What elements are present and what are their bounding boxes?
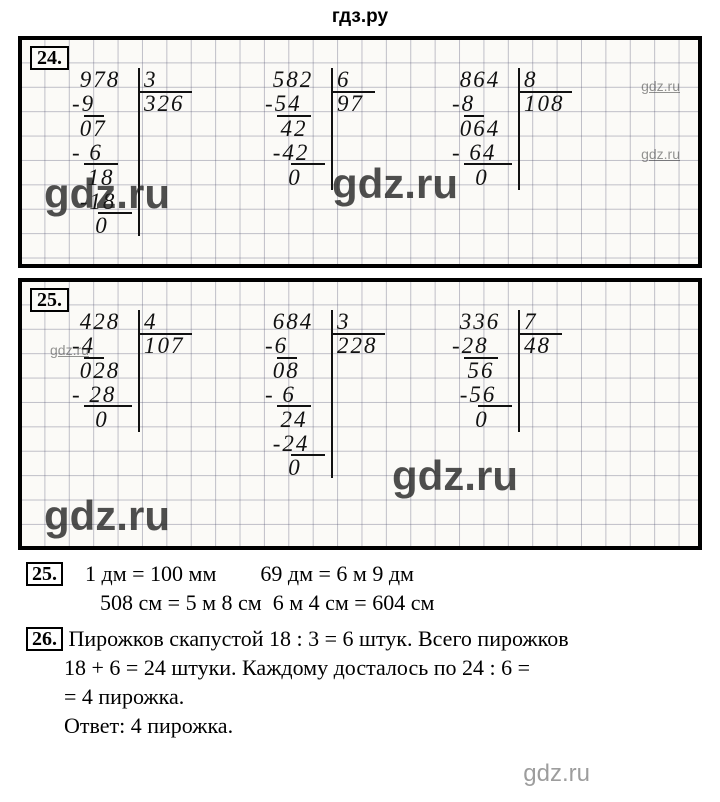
task-number-26: 26. [26,627,63,651]
eq-3: 508 см = 5 м 8 см [100,590,262,615]
task-number-25-text: 25. [26,562,63,586]
quotient: 107 [144,334,185,358]
quotient: 97 [337,92,364,116]
quotient: 48 [524,334,551,358]
divisor: 3 [337,310,351,334]
long-division-col: 336 -28 56 -56 0 [452,310,500,432]
divisor: 7 [524,310,538,334]
watermark-big: gdz.ru [44,492,170,540]
divisor: 3 [144,68,158,92]
task-number-24: 24. [30,46,69,70]
long-division-col: 582 -54 42 -42 0 [265,68,313,190]
div-vertical [138,310,140,432]
text-problem-26: 26. Пирожков скапустой 18 : 3 = 6 штук. … [26,625,694,740]
eq-2: 69 дм = 6 м 9 дм [260,561,414,586]
divisor: 4 [144,310,158,334]
long-division-col: 864 -8 064 - 64 0 [452,68,500,190]
watermark-big: gdz.ru [392,452,518,500]
body-line-3: = 4 пирожка. [64,684,184,709]
body-line-1: Пирожков скапустой 18 : 3 = 6 штук. Всег… [69,626,569,651]
quotient: 108 [524,92,565,116]
watermark-big: gdz.ru [332,160,458,208]
watermark-big: gdz.ru [44,170,170,218]
eq-1: 1 дм = 100 мм [85,561,216,586]
divisor: 6 [337,68,351,92]
long-division-col: 428 -4 028 - 28 0 [72,310,120,432]
watermark-small: gdz.ru [641,146,680,162]
div-vertical [518,68,520,190]
div-vertical [518,310,520,432]
watermark-small: gdz.ru [641,78,680,94]
div-vertical [331,310,333,478]
eq-4: 6 м 4 см = 604 см [273,590,435,615]
task-number-25: 25. [30,288,69,312]
site-header: гдз.ру [0,0,720,32]
text-problem-25: 25. 1 дм = 100 мм 69 дм = 6 м 9 дм 508 с… [26,560,694,617]
divisor: 8 [524,68,538,92]
watermark-bottom: gdz.ru [523,760,590,788]
quotient: 228 [337,334,378,358]
quotient: 326 [144,92,185,116]
watermark-small: gdz.ru [50,342,89,358]
body-line-2: 18 + 6 = 24 штуки. Каждому досталось по … [64,655,530,680]
problem-24-box: 24. 978 -9 07 - 6 18 -18 0 3 326 582 -54… [18,36,702,268]
answer-line: Ответ: 4 пирожка. [64,713,233,738]
problem-25-box: 25. 428 -4 028 - 28 0 4 107 684 -6 08 - … [18,278,702,550]
